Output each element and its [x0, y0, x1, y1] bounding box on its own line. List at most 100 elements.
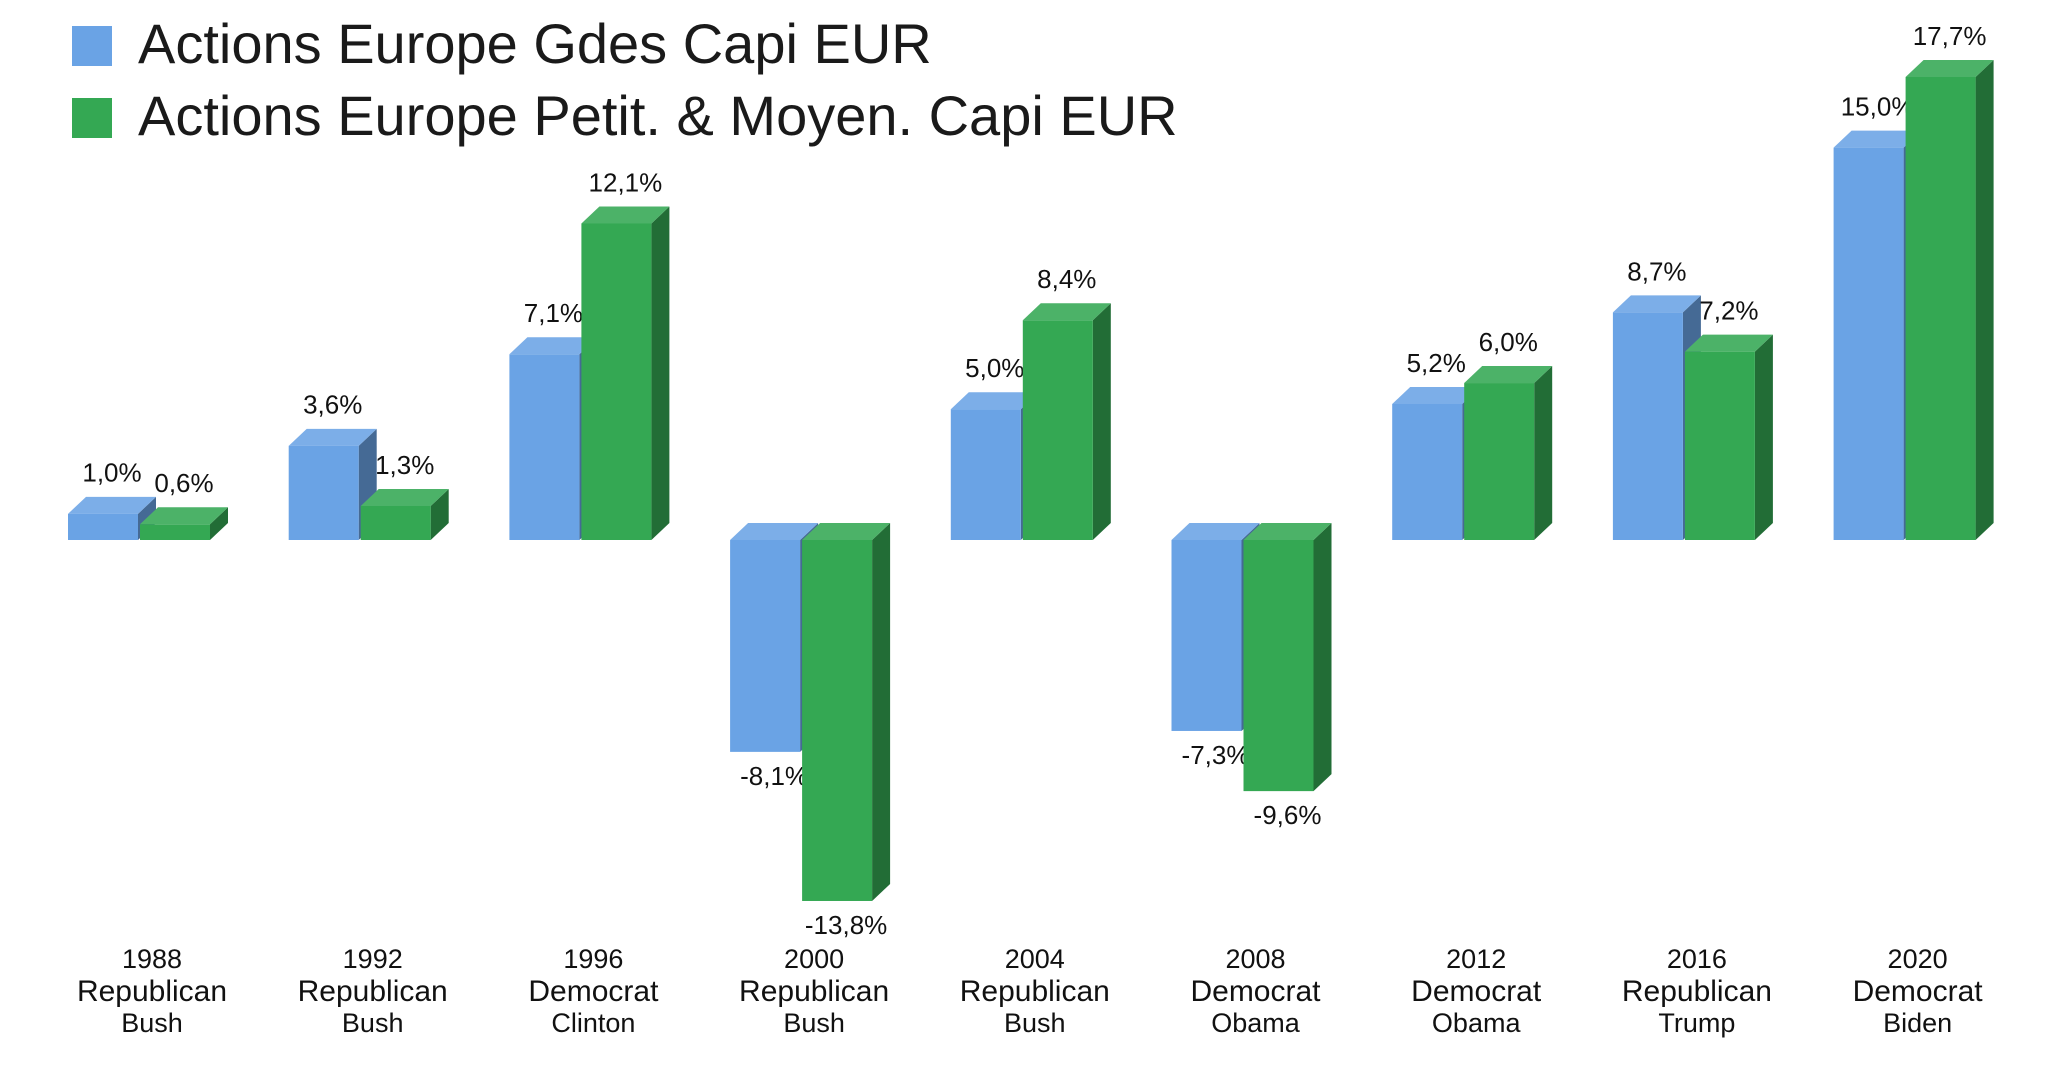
bar-3d [68, 496, 156, 540]
x-tick-label: Democrat [1411, 975, 1542, 1008]
x-tick-label: Bush [342, 1008, 404, 1038]
bar [68, 513, 138, 540]
bar-top [1612, 295, 1701, 313]
bar [1464, 383, 1535, 540]
bar-top [802, 523, 891, 540]
bar [1833, 147, 1904, 540]
value-label: 5,0% [965, 353, 1024, 383]
bar-top [1905, 60, 1994, 77]
bar-3d [360, 488, 449, 540]
bar [1171, 540, 1242, 731]
bar-top [1392, 386, 1481, 404]
value-label: 7,2% [1699, 296, 1758, 326]
x-tick-label: Republican [739, 975, 889, 1008]
legend-text: Actions Europe Petit. & Moyen. Capi EUR [138, 84, 1178, 147]
x-tick-label: Republican [960, 975, 1110, 1008]
legend-swatch [72, 26, 112, 66]
bar [1022, 320, 1093, 540]
bar-top [1684, 334, 1773, 352]
value-label: 3,6% [303, 390, 362, 420]
bar-3d [1905, 60, 1994, 540]
x-tick-label: 2012 [1446, 944, 1506, 974]
x-tick-label: 2000 [784, 944, 844, 974]
x-tick-label: Republican [1622, 975, 1772, 1008]
value-label: 12,1% [589, 167, 663, 197]
bar [1684, 351, 1755, 540]
x-tick-label: 1988 [122, 944, 182, 974]
bar-3d [802, 523, 891, 901]
value-label: 1,3% [375, 450, 434, 480]
value-label: 1,0% [82, 458, 141, 488]
x-tick-label: 2016 [1667, 944, 1727, 974]
bar [950, 409, 1021, 540]
bar-top [360, 488, 449, 506]
bar-side [1092, 303, 1111, 540]
x-tick-label: Clinton [551, 1008, 635, 1038]
bar [140, 524, 210, 540]
value-label: 17,7% [1913, 21, 1987, 51]
value-label: 8,4% [1037, 264, 1096, 294]
bar-side [430, 488, 449, 540]
x-tick-label: Democrat [528, 975, 659, 1008]
legend-text: Actions Europe Gdes Capi EUR [138, 12, 932, 75]
x-tick-label: Democrat [1190, 975, 1321, 1008]
x-tick-label: Democrat [1853, 975, 1984, 1008]
value-label: 5,2% [1407, 348, 1466, 378]
bar-top [1171, 523, 1260, 540]
x-tick-label: 1996 [563, 944, 623, 974]
bar-side [1754, 334, 1773, 540]
bar-3d [1243, 523, 1332, 792]
value-label: -13,8% [805, 910, 887, 940]
bar-side [1975, 60, 1994, 540]
bar-top [730, 523, 819, 540]
x-tick-label: Republican [77, 975, 227, 1008]
bar-top [1243, 523, 1332, 540]
bar [509, 354, 580, 540]
bar-top [1022, 303, 1111, 321]
bar-side [210, 507, 228, 540]
value-label: -9,6% [1254, 800, 1322, 830]
bar [1905, 77, 1976, 540]
value-label: -7,3% [1182, 740, 1250, 770]
bar-top [288, 428, 377, 446]
legend-swatch [72, 98, 112, 138]
value-label: 0,6% [154, 468, 213, 498]
bar-side [1534, 366, 1553, 540]
x-tick-label: Obama [1432, 1008, 1522, 1038]
bar-3d [1464, 366, 1553, 540]
bar [288, 445, 359, 540]
bar [1612, 312, 1683, 540]
bar-top [140, 507, 228, 525]
bar-3d [1684, 334, 1773, 540]
bar-top [1464, 366, 1553, 384]
x-tick-label: 2020 [1888, 944, 1948, 974]
bar-3d [1022, 303, 1111, 540]
x-tick-label: 2008 [1225, 944, 1285, 974]
value-label: 7,1% [524, 298, 583, 328]
bar [1243, 540, 1314, 792]
bar [581, 223, 652, 540]
bar [1392, 403, 1463, 540]
bar-3d [581, 206, 670, 540]
bar-3d [1171, 523, 1260, 731]
x-tick-label: Bush [1004, 1008, 1066, 1038]
bar-top [581, 206, 670, 224]
value-label: 6,0% [1479, 327, 1538, 357]
x-tick-label: Biden [1883, 1008, 1952, 1038]
bar [730, 540, 801, 752]
bar-top [509, 337, 598, 355]
value-label: 15,0% [1841, 92, 1915, 122]
bar-3d [140, 507, 228, 540]
x-tick-label: Bush [783, 1008, 845, 1038]
bar-top [68, 496, 156, 514]
x-tick-label: 1992 [343, 944, 403, 974]
bar-side [872, 523, 891, 901]
bar-side [651, 206, 670, 540]
bar-side [1313, 523, 1332, 792]
x-tick-label: Republican [298, 975, 448, 1008]
x-tick-label: 2004 [1005, 944, 1065, 974]
bar-top [1833, 130, 1922, 148]
x-tick-label: Obama [1211, 1008, 1301, 1038]
